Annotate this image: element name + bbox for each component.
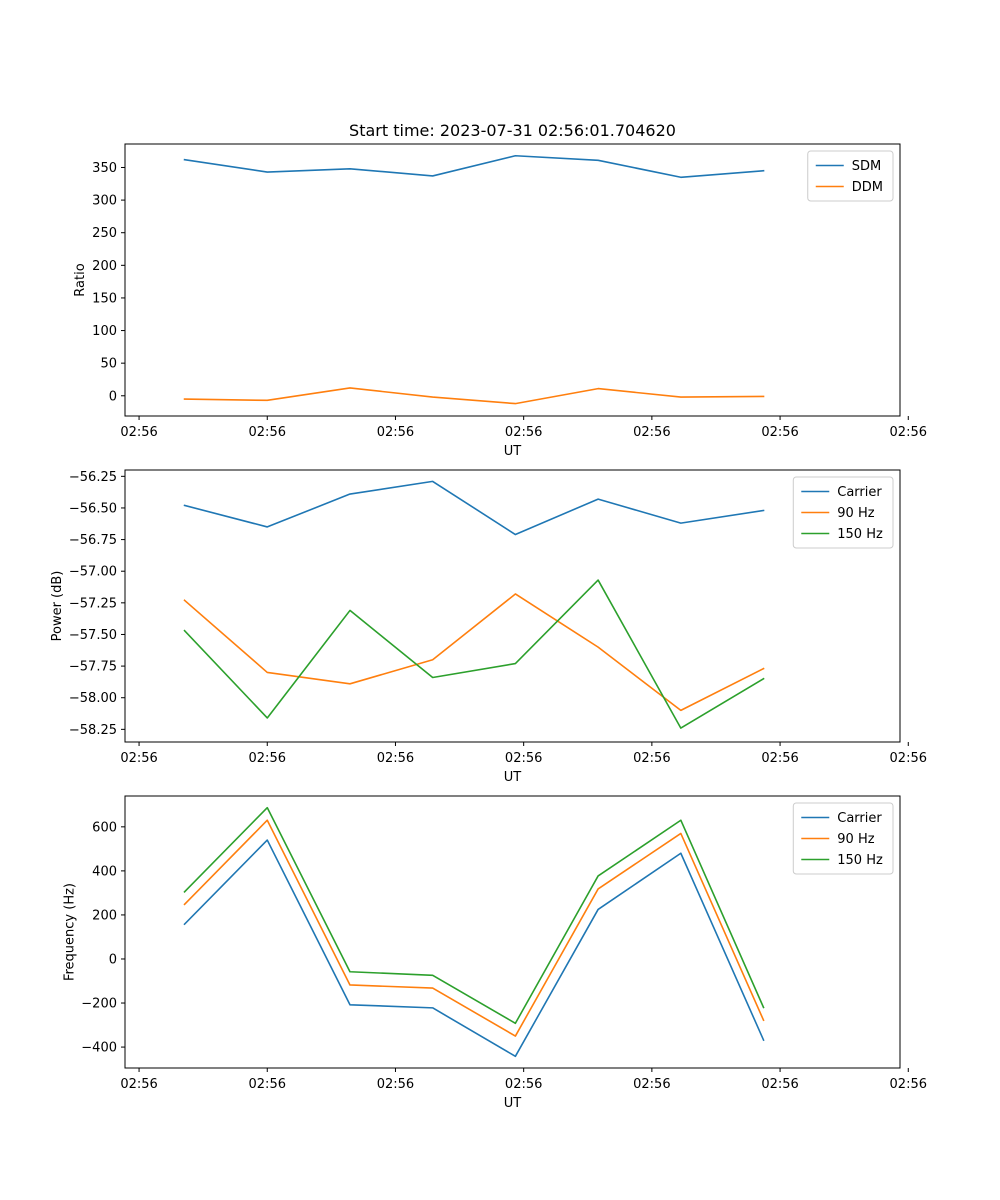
y-axis-label: Ratio (73, 263, 88, 296)
axes-frame (124, 795, 901, 1069)
axes-frame (124, 469, 901, 743)
y-tick-label: −56.75 (69, 533, 117, 548)
x-tick-label: 02:56 (890, 751, 927, 766)
x-tick-label: 02:56 (249, 751, 286, 766)
y-tick-label: 350 (92, 161, 117, 176)
chart-panel-1: Start time: 2023-07-31 02:56:01.70462002… (73, 121, 927, 459)
y-tick-label: −57.75 (69, 660, 117, 675)
series-line-150-hz (183, 579, 765, 729)
series-line-150-hz (183, 806, 765, 1025)
chart-title: Start time: 2023-07-31 02:56:01.704620 (349, 121, 676, 140)
legend: Carrier 90 Hz 150 Hz (792, 802, 894, 875)
y-tick-label: 400 (92, 864, 117, 879)
x-tick-label: 02:56 (505, 1077, 542, 1092)
x-tick-label: 02:56 (377, 1077, 414, 1092)
axes-frame (124, 143, 901, 417)
legend-label: Carrier (837, 811, 882, 826)
y-tick-label: 0 (109, 389, 117, 404)
y-tick-label: −400 (81, 1041, 117, 1056)
y-tick-label: −58.00 (69, 691, 117, 706)
x-tick-label: 02:56 (505, 425, 542, 440)
x-tick-label: 02:56 (890, 1077, 927, 1092)
y-tick-label: 200 (92, 259, 117, 274)
x-tick-label: 02:56 (890, 425, 927, 440)
x-tick-label: 02:56 (633, 1077, 670, 1092)
x-tick-label: 02:56 (377, 751, 414, 766)
x-tick-label: 02:56 (120, 751, 157, 766)
y-tick-label: −58.25 (69, 723, 117, 738)
legend-label: 90 Hz (837, 506, 874, 521)
x-tick-label: 02:56 (505, 751, 542, 766)
y-tick-label: −200 (81, 997, 117, 1012)
legend-box (792, 476, 894, 549)
y-tick-label: 0 (109, 952, 117, 967)
y-tick-label: −56.25 (69, 470, 117, 485)
y-axis-label: Frequency (Hz) (62, 883, 77, 981)
y-tick-label: −57.25 (69, 596, 117, 611)
series-line-sdm (183, 154, 765, 179)
x-tick-label: 02:56 (377, 425, 414, 440)
x-tick-label: 02:56 (120, 425, 157, 440)
x-tick-label: 02:56 (120, 1077, 157, 1092)
x-axis-label: UT (504, 1096, 522, 1111)
x-axis-label: UT (504, 770, 522, 785)
legend: Carrier 90 Hz 150 Hz (792, 476, 894, 549)
legend-label: SDM (852, 159, 881, 174)
y-tick-label: 50 (100, 357, 117, 372)
y-tick-label: 600 (92, 820, 117, 835)
y-tick-label: 250 (92, 226, 117, 241)
y-tick-label: 150 (92, 291, 117, 306)
series-line-carrier (183, 839, 765, 1058)
legend-box (792, 802, 894, 875)
y-tick-label: −57.00 (69, 565, 117, 580)
y-tick-label: −56.50 (69, 501, 117, 516)
legend-label: 150 Hz (837, 527, 883, 542)
x-tick-label: 02:56 (761, 751, 798, 766)
x-tick-label: 02:56 (249, 1077, 286, 1092)
legend-label: DDM (852, 180, 883, 195)
y-tick-label: 200 (92, 908, 117, 923)
y-axis-label: Power (dB) (50, 571, 65, 642)
legend-label: Carrier (837, 485, 882, 500)
x-tick-label: 02:56 (633, 425, 670, 440)
x-tick-label: 02:56 (761, 425, 798, 440)
legend-label: 90 Hz (837, 832, 874, 847)
x-tick-label: 02:56 (249, 425, 286, 440)
series-line-ddm (183, 387, 765, 405)
y-tick-label: 100 (92, 324, 117, 339)
series-line-carrier (183, 480, 765, 536)
legend-label: 150 Hz (837, 853, 883, 868)
x-axis-label: UT (504, 444, 522, 459)
legend-box (807, 150, 894, 202)
y-tick-label: 300 (92, 194, 117, 209)
y-tick-label: −57.50 (69, 628, 117, 643)
series-line-90-hz (183, 593, 765, 712)
chart-panel-2: 02:56 02:56 02:56 02:56 02:56 02:56 02:56−58.2… (50, 469, 927, 785)
x-tick-label: 02:56 (761, 1077, 798, 1092)
x-tick-label: 02:56 (633, 751, 670, 766)
series-line-90-hz (183, 819, 765, 1037)
chart-panel-3: 02:56 02:56 02:56 02:56 02:56 02:56 02:56 −400 −… (62, 795, 927, 1111)
legend: SDM DDM (807, 150, 894, 202)
